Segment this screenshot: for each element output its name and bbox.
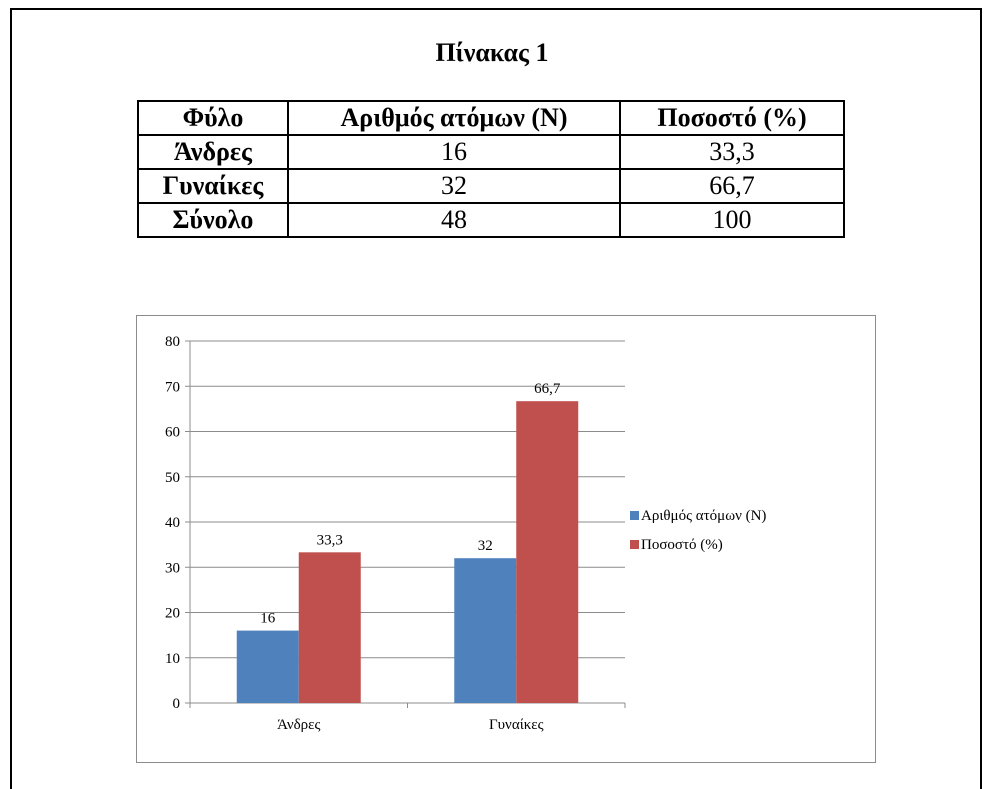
y-tick-label: 20 (165, 606, 180, 622)
table-cell: 33,3 (619, 134, 845, 170)
legend-swatch (630, 540, 639, 549)
bar (236, 630, 299, 703)
table-row: Γυναίκες 32 66,7 (137, 168, 845, 204)
y-tick-label: 40 (165, 515, 180, 531)
data-table: Φύλο Αριθμός ατόμων (N) Ποσοστό (%) Άνδρ… (137, 100, 845, 238)
table-cell: 16 (287, 134, 621, 170)
table-cell: Γυναίκες (137, 168, 289, 204)
legend-entry: Ποσοστό (%) (641, 537, 723, 553)
table-cell: 100 (619, 202, 845, 238)
bar-chart: 0 10 20 30 40 50 60 70 80 16 33,3 Άνδρες 32 66,7 Γυναί… (136, 315, 876, 763)
table-row: Σύνολο 48 100 (137, 202, 845, 238)
data-label: 33,3 (317, 532, 343, 548)
y-tick-label: 60 (165, 425, 180, 441)
table-header-row: Φύλο Αριθμός ατόμων (N) Ποσοστό (%) (137, 100, 845, 136)
table-row: Άνδρες 16 33,3 (137, 134, 845, 170)
column-header: Αριθμός ατόμων (N) (287, 100, 621, 136)
bar (454, 558, 517, 703)
legend-swatch (630, 511, 639, 520)
table-cell: Σύνολο (137, 202, 289, 238)
table-cell: 66,7 (619, 168, 845, 204)
x-tick-label: Γυναίκες (489, 717, 544, 733)
x-tick-label: Άνδρες (277, 717, 320, 733)
table-title: Πίνακας 1 (435, 38, 549, 67)
y-tick-label: 30 (165, 560, 180, 576)
page-frame (10, 8, 982, 789)
column-header: Ποσοστό (%) (619, 100, 845, 136)
data-label: 32 (478, 538, 493, 554)
y-tick-label: 70 (165, 379, 180, 395)
y-tick-label: 10 (165, 651, 180, 667)
y-tick-label: 80 (165, 334, 180, 350)
table-cell: Άνδρες (137, 134, 289, 170)
bar (516, 401, 579, 703)
y-tick-label: 50 (165, 470, 180, 486)
data-label: 66,7 (534, 381, 561, 397)
legend-entry: Αριθμός ατόμων (N) (641, 508, 766, 524)
bar (298, 552, 361, 703)
y-tick-label: 0 (173, 696, 181, 712)
chart-canvas: 0 10 20 30 40 50 60 70 80 16 33,3 Άνδρες 32 66,7 Γυναί… (165, 334, 766, 733)
table-cell: 32 (287, 168, 621, 204)
column-header: Φύλο (137, 100, 289, 136)
table-cell: 48 (287, 202, 621, 238)
data-label: 16 (260, 611, 276, 627)
